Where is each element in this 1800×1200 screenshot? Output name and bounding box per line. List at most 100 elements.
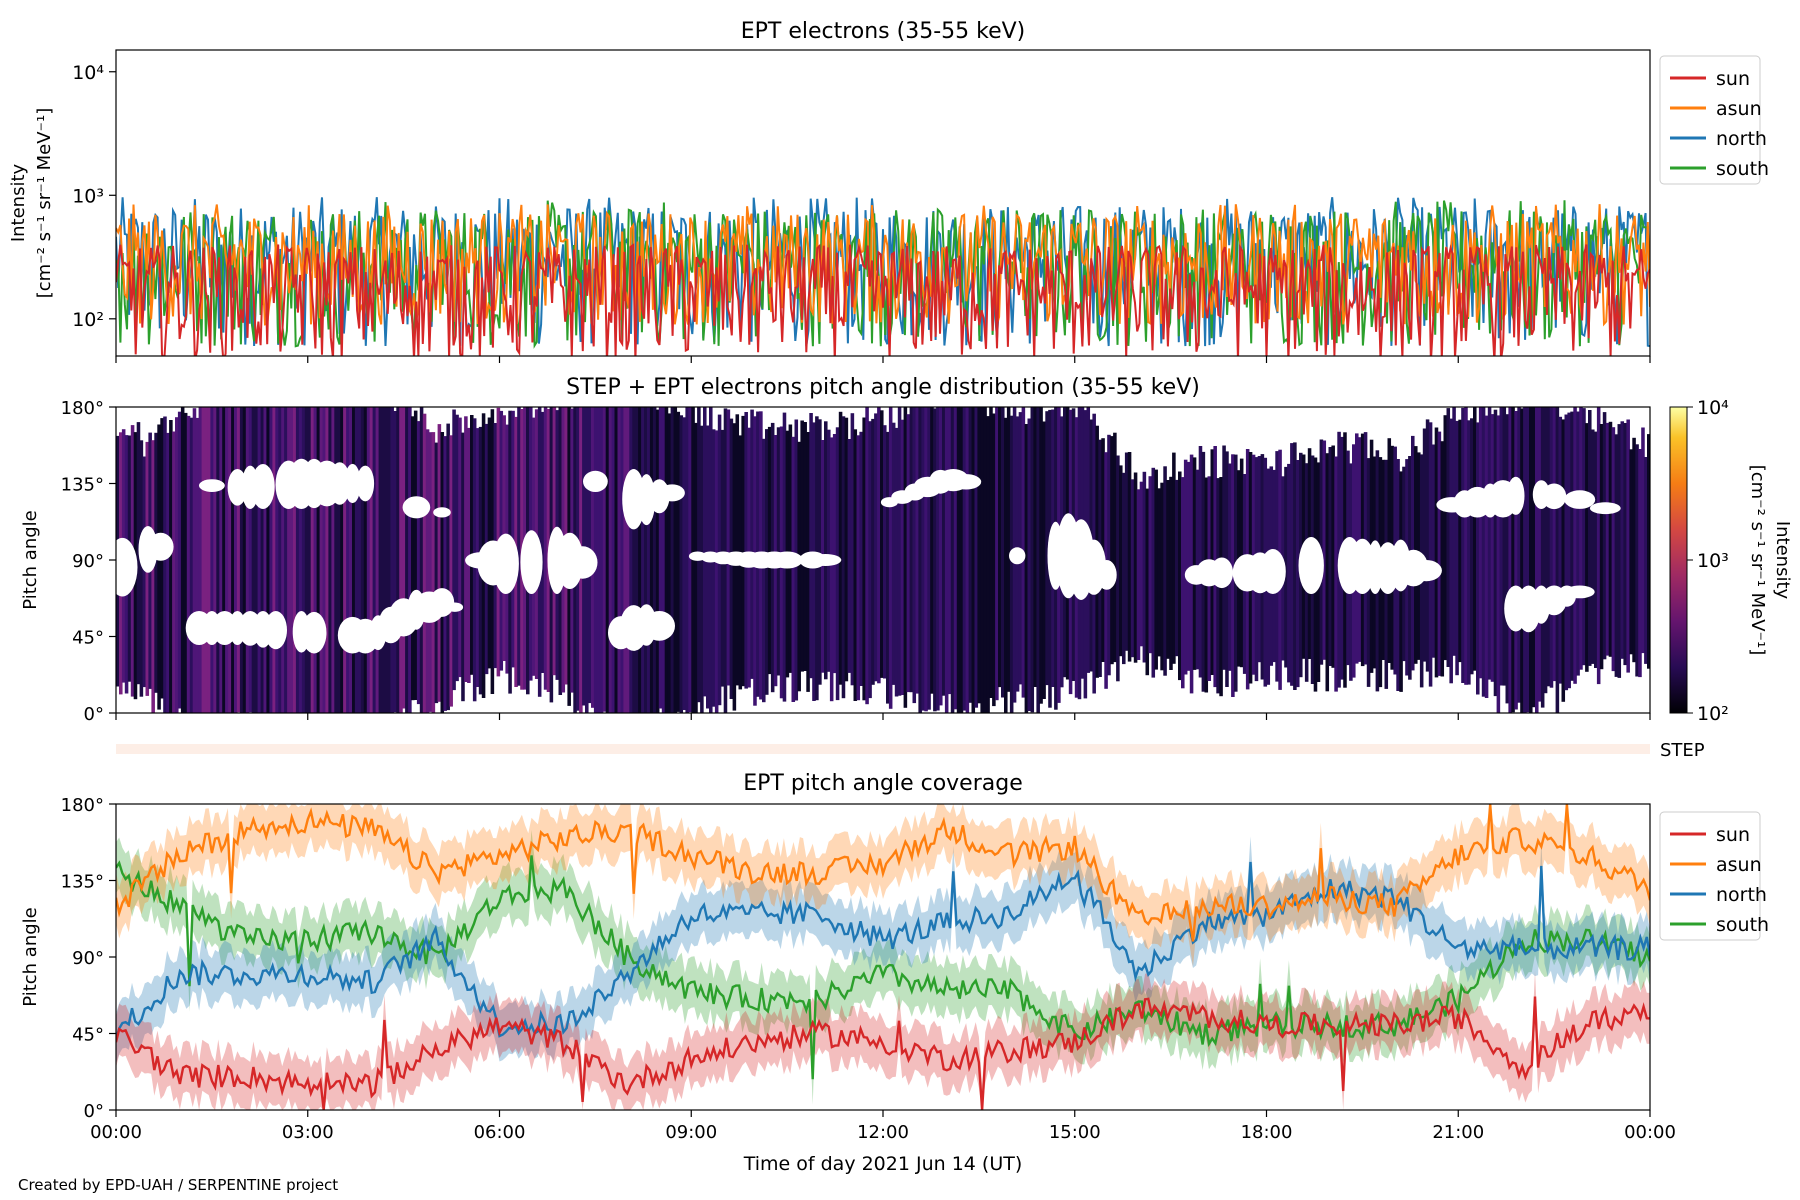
heatmap-column	[352, 407, 356, 713]
heatmap-column	[827, 429, 831, 672]
heatmap-column	[1293, 442, 1297, 690]
heatmap-column	[891, 422, 896, 685]
heatmap-column	[366, 407, 371, 713]
y-tick-label: 180°	[61, 795, 104, 816]
band-sun	[116, 971, 1650, 1110]
heatmap-column	[1499, 407, 1504, 686]
step-label: STEP	[1660, 740, 1705, 761]
heatmap-column	[1635, 444, 1639, 677]
heatmap-column	[1290, 443, 1294, 686]
heatmap-column	[251, 407, 256, 713]
heatmap-column	[1473, 407, 1477, 671]
panel2-x-ticks	[115, 713, 1651, 720]
heatmap-gap	[520, 530, 543, 594]
panel3-ylabel: Pitch angle	[20, 907, 41, 1006]
heatmap-column	[968, 407, 973, 703]
heatmap-column	[599, 407, 604, 713]
heatmap-column	[1611, 427, 1616, 672]
heatmap-column	[959, 407, 964, 713]
panel2-heatmap	[116, 407, 1650, 713]
heatmap-column	[1605, 422, 1610, 656]
heatmap-column	[139, 440, 144, 697]
heatmap-column	[413, 410, 418, 700]
heatmap-column	[1133, 472, 1138, 663]
heatmap-gap	[147, 532, 174, 561]
panel2-ylabel: Pitch angle	[20, 510, 41, 609]
heatmap-gap	[227, 469, 248, 506]
heatmap-column	[750, 409, 754, 679]
heatmap-column	[897, 407, 902, 696]
series-south	[116, 855, 1650, 1080]
heatmap-column	[971, 407, 976, 713]
heatmap-column	[470, 415, 474, 675]
y-tick-label: 135°	[61, 872, 104, 893]
heatmap-column	[1284, 466, 1288, 668]
heatmap-column	[688, 407, 692, 713]
heatmap-column	[614, 407, 619, 713]
heatmap-column	[186, 415, 191, 713]
heatmap-column	[1449, 418, 1453, 684]
heatmap-column	[225, 407, 229, 713]
heatmap-column	[1151, 467, 1156, 678]
heatmap-column	[257, 407, 262, 713]
heatmap-gap	[116, 537, 138, 597]
legend-label-south: south	[1716, 914, 1769, 936]
heatmap-column	[629, 407, 633, 713]
heatmap-column	[213, 407, 217, 713]
panel3-legend: sun asun north south	[1659, 811, 1769, 941]
heatmap-column	[195, 417, 200, 713]
y-tick-label: 135°	[61, 475, 104, 496]
heatmap-column	[965, 407, 970, 713]
heatmap-column	[254, 407, 259, 713]
y-tick-label: 45°	[72, 1025, 104, 1046]
heatmap-gap	[951, 474, 982, 490]
heatmap-column	[1558, 416, 1563, 684]
heatmap-column	[1585, 423, 1589, 672]
heatmap-column	[1443, 415, 1448, 661]
heatmap-column	[1564, 414, 1569, 691]
heatmap-column	[1461, 407, 1465, 683]
heatmap-column	[602, 407, 607, 712]
x-tick-label: 00:00	[90, 1122, 142, 1143]
heatmap-column	[886, 431, 890, 704]
heatmap-column	[986, 416, 990, 713]
heatmap-column	[431, 432, 436, 713]
heatmap-column	[1183, 459, 1188, 675]
heatmap-column	[1181, 477, 1185, 689]
heatmap-gap	[1564, 490, 1596, 509]
heatmap-gap	[659, 484, 685, 502]
heatmap-column	[1608, 421, 1613, 657]
heatmap-column	[543, 407, 548, 690]
heatmap-gap	[583, 470, 608, 492]
heatmap-column	[434, 442, 439, 704]
heatmap-column	[1561, 419, 1566, 702]
heatmap-column	[287, 407, 291, 713]
heatmap-column	[1198, 446, 1203, 678]
heatmap-column	[644, 407, 648, 713]
heatmap-column	[1437, 431, 1442, 676]
heatmap-column	[1476, 422, 1480, 695]
heatmap-column	[1602, 412, 1607, 660]
heatmap-column	[918, 407, 922, 713]
heatmap-column	[956, 407, 961, 713]
heatmap-column	[387, 407, 391, 713]
heatmap-column	[419, 407, 424, 713]
heatmap-column	[157, 424, 161, 710]
heatmap-column	[1116, 455, 1120, 682]
heatmap-column	[290, 407, 294, 713]
heatmap-column	[741, 415, 745, 687]
heatmap-gap	[1096, 560, 1117, 590]
heatmap-column	[1001, 407, 1005, 698]
y-tick-label: 10³	[72, 185, 104, 207]
heatmap-column	[649, 407, 654, 713]
heatmap-column	[316, 407, 321, 713]
panel1-yunit: [cm⁻² s⁻¹ sr⁻¹ MeV⁻¹]	[34, 108, 55, 299]
heatmap-column	[1567, 412, 1571, 689]
heatmap-column	[440, 432, 445, 713]
heatmap-column	[372, 407, 377, 713]
heatmap-column	[800, 420, 804, 672]
heatmap-column	[1428, 422, 1433, 687]
heatmap-column	[295, 407, 300, 713]
heatmap-column	[989, 407, 993, 698]
